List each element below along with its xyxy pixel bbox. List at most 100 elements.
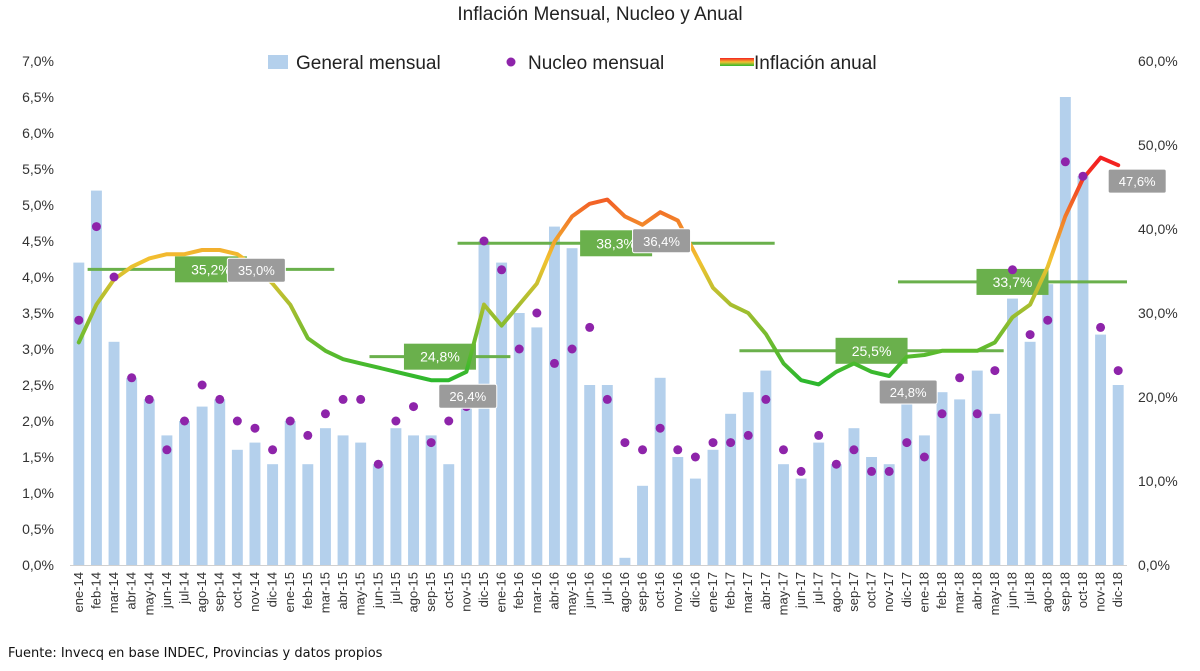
x-tick-label: ene-17 <box>705 572 720 612</box>
x-tick-label: feb-18 <box>934 572 949 609</box>
y-left-tick-label: 4,0% <box>22 269 54 285</box>
bar-oct-18 <box>1077 176 1089 565</box>
bar-jun-15 <box>372 464 384 565</box>
y-left-tick-label: 2,5% <box>22 377 54 393</box>
y-right-tick-label: 60,0% <box>1138 53 1178 69</box>
x-tick-label: abr-14 <box>124 572 139 610</box>
x-tick-label: oct-16 <box>652 572 667 608</box>
bar-dic-18 <box>1112 385 1124 565</box>
dot-dic-15 <box>479 236 489 246</box>
bar-ene-17 <box>707 449 719 565</box>
dot-sep-15 <box>426 438 436 448</box>
reference-label: 25,5% <box>852 343 892 359</box>
callout-label: 26,4% <box>449 389 486 404</box>
bar-feb-16 <box>513 313 525 565</box>
x-tick-label: nov-14 <box>247 572 262 612</box>
x-tick-label: mar-17 <box>740 572 755 613</box>
bar-abr-15 <box>337 435 349 565</box>
dot-abr-16 <box>549 358 559 368</box>
dot-oct-15 <box>444 416 454 426</box>
bar-ene-18 <box>918 435 930 565</box>
dot-mar-18 <box>955 373 965 383</box>
callout-label: 24,8% <box>890 385 927 400</box>
y-right-tick-label: 40,0% <box>1138 221 1178 237</box>
y-right-tick-label: 50,0% <box>1138 137 1178 153</box>
x-tick-label: nov-18 <box>1093 572 1108 612</box>
bar-oct-15 <box>443 464 455 565</box>
x-tick-label: jun-18 <box>1004 572 1019 609</box>
bar-jul-18 <box>1024 341 1036 565</box>
x-tick-label: ago-15 <box>406 572 421 612</box>
bar-feb-15 <box>302 464 314 565</box>
dot-may-16 <box>567 344 577 354</box>
legend-label-nucleo: Nucleo mensual <box>528 53 664 74</box>
x-tick-label: mar-14 <box>106 572 121 613</box>
x-tick-label: dic-15 <box>476 572 491 607</box>
dot-jun-15 <box>373 459 383 469</box>
dot-jun-17 <box>796 466 806 476</box>
bar-nov-16 <box>672 457 684 565</box>
x-tick-label: ago-16 <box>617 572 632 612</box>
bar-mar-18 <box>954 399 966 565</box>
dot-sep-14 <box>215 394 225 404</box>
reference-label-box <box>403 343 476 370</box>
bar-feb-14 <box>90 190 102 565</box>
bar-abr-17 <box>760 370 772 565</box>
dot-nov-16 <box>673 445 683 455</box>
x-tick-label: dic-16 <box>687 572 702 607</box>
y-left-tick-label: 1,5% <box>22 449 54 465</box>
bar-oct-17 <box>866 457 878 565</box>
bar-jun-14 <box>161 435 173 565</box>
x-tick-label: jul-18 <box>1022 572 1037 605</box>
dot-oct-14 <box>232 416 242 426</box>
x-tick-label: may-14 <box>141 572 156 615</box>
dot-abr-18 <box>972 409 982 419</box>
x-tick-label: mar-18 <box>952 572 967 613</box>
bar-ene-16 <box>496 262 508 565</box>
y-left-tick-label: 6,5% <box>22 89 54 105</box>
x-tick-label: nov-16 <box>670 572 685 612</box>
bar-sep-15 <box>425 435 437 565</box>
bar-ago-18 <box>1042 284 1054 565</box>
bar-sep-17 <box>848 428 860 565</box>
bar-may-16 <box>566 248 578 565</box>
bar-oct-16 <box>654 377 666 565</box>
dot-dic-18 <box>1113 366 1123 376</box>
dot-ago-16 <box>620 438 630 448</box>
y-left-tick-label: 0,0% <box>22 557 54 573</box>
dot-ene-17 <box>708 438 718 448</box>
y-right-tick-label: 30,0% <box>1138 305 1178 321</box>
dot-feb-15 <box>303 430 313 440</box>
x-tick-label: feb-16 <box>511 572 526 609</box>
bar-dic-16 <box>689 478 701 565</box>
legend-swatch-anual <box>720 58 754 66</box>
bar-may-14 <box>143 399 155 565</box>
bar-abr-14 <box>126 377 138 565</box>
callout-box <box>438 383 498 409</box>
reference-label: 38,3% <box>596 235 636 251</box>
x-tick-label: ago-17 <box>828 572 843 612</box>
x-tick-label: jul-17 <box>811 572 826 605</box>
x-tick-label: ago-18 <box>1040 572 1055 612</box>
x-tick-label: jun-16 <box>582 572 597 609</box>
bar-ago-17 <box>830 464 842 565</box>
bar-abr-16 <box>548 226 560 565</box>
dot-feb-14 <box>91 222 101 232</box>
bar-sep-14 <box>214 399 226 565</box>
bar-mar-16 <box>531 327 543 565</box>
x-tick-label: dic-14 <box>265 572 280 607</box>
dot-dic-17 <box>902 438 912 448</box>
dot-abr-15 <box>338 394 348 404</box>
x-tick-label: abr-18 <box>969 572 984 610</box>
x-tick-label: may-18 <box>987 572 1002 615</box>
dot-jun-16 <box>585 322 595 332</box>
x-tick-label: may-17 <box>775 572 790 615</box>
x-tick-label: dic-18 <box>1110 572 1125 607</box>
dot-ago-17 <box>831 459 841 469</box>
callout-label: 35,0% <box>238 263 275 278</box>
dot-ene-18 <box>919 452 929 462</box>
y-left-tick-label: 1,0% <box>22 485 54 501</box>
bar-jun-16 <box>584 385 596 565</box>
y-left-tick-label: 3,0% <box>22 341 54 357</box>
dot-may-18 <box>990 366 1000 376</box>
